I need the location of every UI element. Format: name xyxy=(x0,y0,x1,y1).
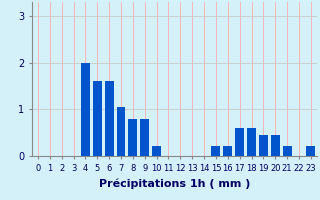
Bar xyxy=(247,128,256,156)
Bar xyxy=(152,146,161,156)
Bar xyxy=(271,135,280,156)
X-axis label: Précipitations 1h ( mm ): Précipitations 1h ( mm ) xyxy=(99,178,250,189)
Bar xyxy=(212,146,220,156)
Bar xyxy=(81,63,90,156)
Bar xyxy=(105,81,114,156)
Bar xyxy=(259,135,268,156)
Bar xyxy=(283,146,292,156)
Bar xyxy=(223,146,232,156)
Bar xyxy=(116,107,125,156)
Bar xyxy=(307,146,315,156)
Bar xyxy=(235,128,244,156)
Bar xyxy=(128,119,137,156)
Bar xyxy=(140,119,149,156)
Bar xyxy=(93,81,102,156)
